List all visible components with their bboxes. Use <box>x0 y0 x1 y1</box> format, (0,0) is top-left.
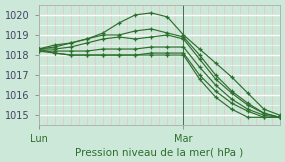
X-axis label: Pression niveau de la mer( hPa ): Pression niveau de la mer( hPa ) <box>75 147 243 157</box>
